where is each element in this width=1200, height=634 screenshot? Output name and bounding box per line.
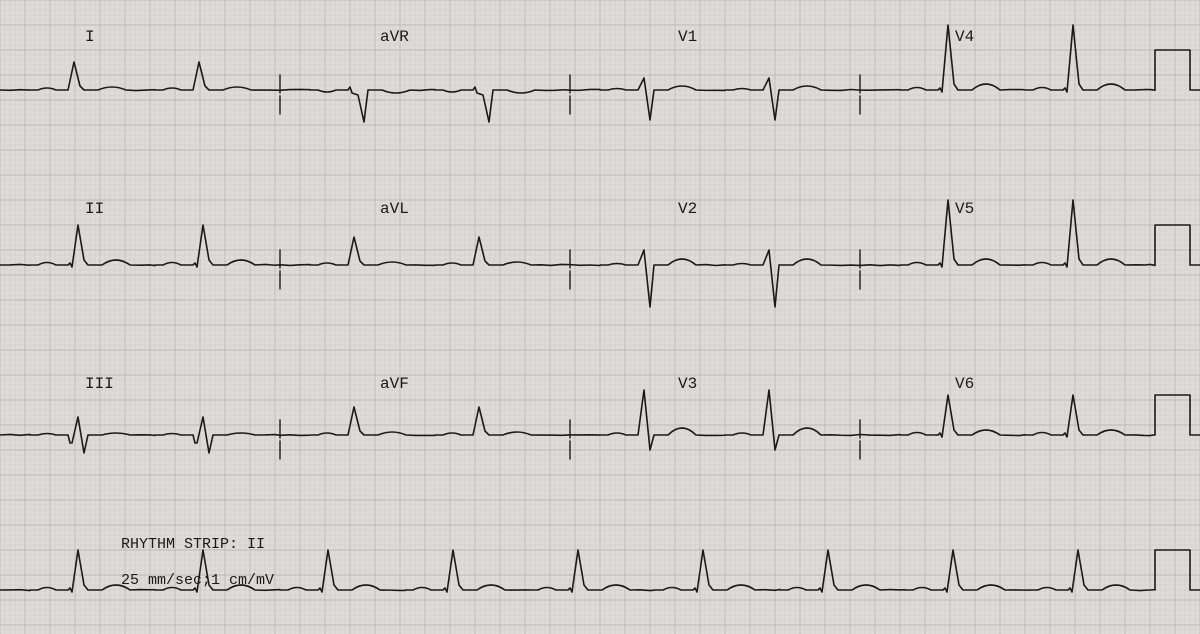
lead-label-V5: V5 [955,200,974,218]
lead-label-aVR: aVR [380,28,409,46]
ecg-chart: I aVR V1 V4 II aVL V2 V5 III aVF V3 V6 R… [0,0,1200,634]
lead-label-V6: V6 [955,375,974,393]
lead-label-aVL: aVL [380,200,409,218]
footer-line-1: RHYTHM STRIP: II [121,536,265,553]
lead-label-II: II [85,200,104,218]
lead-label-aVF: aVF [380,375,409,393]
lead-label-V4: V4 [955,28,974,46]
rhythm-strip-label: RHYTHM STRIP: II 25 mm/sec;1 cm/mV [85,518,274,608]
lead-label-III: III [85,375,114,393]
lead-label-V2: V2 [678,200,697,218]
lead-label-V1: V1 [678,28,697,46]
lead-label-I: I [85,28,95,46]
lead-label-V3: V3 [678,375,697,393]
footer-line-2: 25 mm/sec;1 cm/mV [121,572,274,589]
